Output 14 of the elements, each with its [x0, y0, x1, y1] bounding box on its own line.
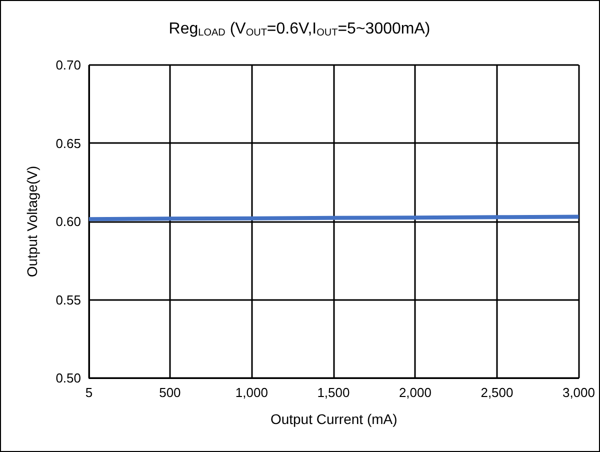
y-tick-label: 0.60 — [56, 214, 81, 229]
x-tick-label: 3,000 — [562, 385, 596, 400]
x-axis-title: Output Current (mA) — [270, 411, 398, 427]
x-tick-label: 1,500 — [317, 385, 350, 400]
y-tick-label: 0.50 — [56, 370, 81, 386]
x-tick-label: 2,000 — [398, 385, 432, 400]
y-tick-label: 0.65 — [56, 136, 81, 151]
x-tick-label: 5 — [85, 385, 93, 400]
x-tick-label: 2,500 — [480, 385, 514, 400]
y-tick-label: 0.55 — [56, 292, 81, 308]
y-tick-label: 0.70 — [56, 58, 81, 72]
y-axis-title: Output Voltage(V) — [24, 166, 40, 278]
x-tick-label: 1,000 — [235, 385, 268, 400]
x-tick-label: 500 — [159, 385, 181, 400]
